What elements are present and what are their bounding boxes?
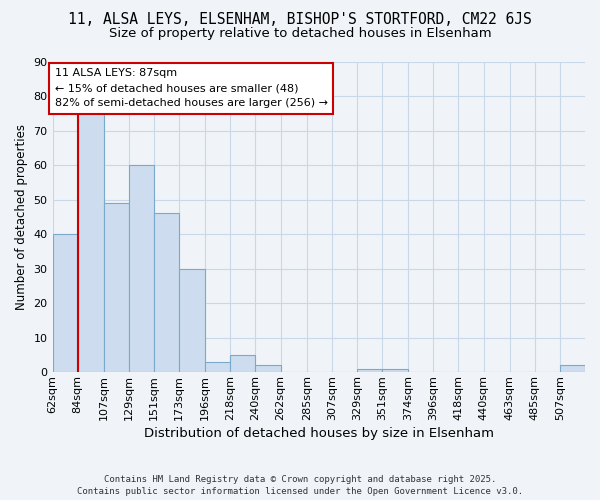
Bar	[53, 234, 77, 372]
Bar	[560, 366, 585, 372]
Bar	[154, 214, 179, 372]
Bar	[77, 114, 104, 372]
Text: 11 ALSA LEYS: 87sqm
← 15% of detached houses are smaller (48)
82% of semi-detach: 11 ALSA LEYS: 87sqm ← 15% of detached ho…	[55, 68, 328, 108]
Bar	[205, 362, 230, 372]
X-axis label: Distribution of detached houses by size in Elsenham: Distribution of detached houses by size …	[144, 427, 494, 440]
Text: Size of property relative to detached houses in Elsenham: Size of property relative to detached ho…	[109, 28, 491, 40]
Text: 11, ALSA LEYS, ELSENHAM, BISHOP'S STORTFORD, CM22 6JS: 11, ALSA LEYS, ELSENHAM, BISHOP'S STORTF…	[68, 12, 532, 28]
Bar	[104, 203, 129, 372]
Bar	[230, 355, 256, 372]
Bar	[357, 369, 382, 372]
Bar	[179, 268, 205, 372]
Text: Contains HM Land Registry data © Crown copyright and database right 2025.
Contai: Contains HM Land Registry data © Crown c…	[77, 474, 523, 496]
Bar	[129, 165, 154, 372]
Bar	[256, 366, 281, 372]
Y-axis label: Number of detached properties: Number of detached properties	[15, 124, 28, 310]
Bar	[382, 369, 408, 372]
